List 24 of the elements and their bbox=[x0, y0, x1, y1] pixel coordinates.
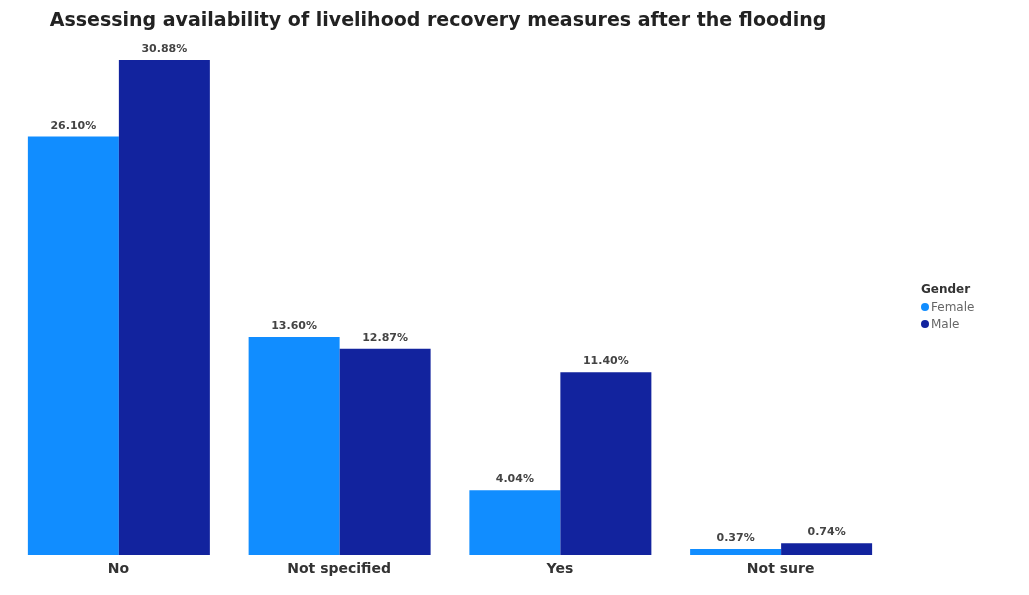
legend-label: Male bbox=[931, 316, 960, 331]
data-label: 0.37% bbox=[716, 531, 755, 545]
bar bbox=[248, 336, 340, 555]
x-tick-label: Not specified bbox=[287, 559, 391, 576]
x-tick-label: Not sure bbox=[746, 559, 815, 576]
data-label: 11.40% bbox=[582, 354, 629, 368]
data-label: 30.88% bbox=[141, 42, 188, 55]
chart-title: Assessing availability of livelihood recovery measures after the flooding bbox=[48, 8, 828, 30]
data-label: 4.04% bbox=[495, 472, 534, 486]
bar bbox=[560, 372, 652, 555]
data-label: 13.60% bbox=[271, 318, 318, 332]
data-label: 26.10% bbox=[50, 118, 97, 132]
bar bbox=[469, 490, 561, 555]
legend-label: Female bbox=[931, 299, 975, 314]
bar bbox=[339, 348, 431, 555]
legend-title: Gender bbox=[921, 281, 972, 296]
bar bbox=[27, 136, 119, 555]
x-tick-label: No bbox=[107, 559, 130, 576]
data-label: 0.74% bbox=[807, 525, 846, 539]
bar bbox=[781, 543, 873, 555]
bar bbox=[118, 60, 210, 555]
bar bbox=[690, 549, 782, 555]
data-label: 12.87% bbox=[362, 330, 409, 344]
x-tick-label: Yes bbox=[545, 559, 574, 576]
